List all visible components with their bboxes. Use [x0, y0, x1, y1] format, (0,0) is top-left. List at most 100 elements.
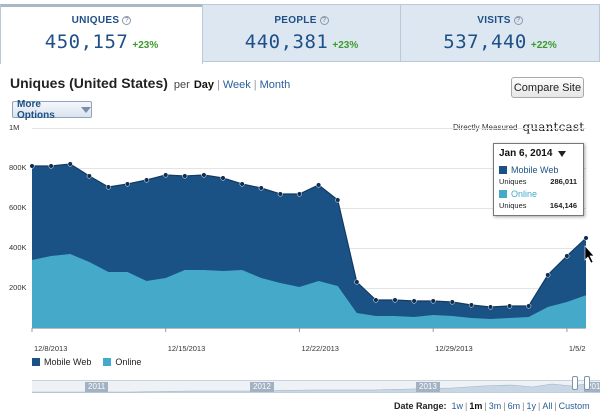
data-point [29, 163, 35, 169]
tab-uniques-value: 450,157 +23% [1, 31, 202, 53]
data-point [430, 298, 436, 304]
people-change: +23% [332, 40, 359, 51]
data-point [144, 177, 150, 183]
data-point [277, 191, 283, 197]
data-point [220, 175, 226, 181]
data-point [182, 173, 188, 179]
date-range-1y[interactable]: 1y [526, 401, 536, 411]
tooltip-online-value: 164,146 [549, 201, 577, 210]
help-icon[interactable]: ? [513, 16, 523, 25]
date-range-1m[interactable]: 1m [469, 401, 483, 411]
more-options-label: More Options [17, 98, 55, 121]
tooltip-online-value-row: Uniques 164,146 [499, 201, 581, 210]
tab-people-label: PEOPLE? [274, 15, 329, 26]
tooltip-series-mobile: Mobile Web [499, 165, 558, 175]
separator: | [217, 79, 220, 91]
x-tick-label: 12/8/2013 [34, 344, 68, 353]
tab-people[interactable]: PEOPLE? 440,381 +23% [202, 4, 401, 62]
granularity-week[interactable]: Week [222, 79, 251, 91]
online-swatch [103, 358, 112, 366]
data-point [48, 163, 54, 169]
date-range-selector: Date Range: 1w | 1m | 3m | 6m | 1y | All | Cus… [394, 401, 590, 411]
more-options-dropdown[interactable]: More Options [12, 98, 92, 121]
granularity-month[interactable]: Month [259, 79, 291, 91]
range-handle-right[interactable] [584, 376, 590, 390]
data-point [239, 181, 245, 187]
data-point [373, 297, 379, 303]
date-range-1w[interactable]: 1w [451, 401, 464, 411]
x-tick-label: 12/29/2013 [435, 344, 473, 353]
y-tick-label: 400K [9, 243, 27, 252]
legend-item-mobile-web[interactable]: Mobile Web [32, 357, 91, 367]
uniques-change: +23% [132, 40, 159, 51]
data-point [468, 302, 474, 308]
quantcast-logo: quantcast [522, 120, 585, 134]
data-point [105, 184, 111, 190]
legend-item-online[interactable]: Online [103, 357, 141, 367]
chart-header: Uniques (United States) per Day | Week | Mon… [10, 75, 290, 91]
y-tick-label: 600K [9, 203, 27, 212]
per-label: per [173, 79, 190, 91]
uniques-value: 450,157 [44, 31, 129, 53]
tooltip-metric: Uniques [499, 177, 527, 186]
people-value: 440,381 [244, 31, 329, 53]
legend-label: Online [115, 357, 142, 367]
tab-visits-text: VISITS [477, 15, 511, 26]
help-icon[interactable]: ? [122, 16, 132, 25]
data-point [564, 253, 570, 259]
data-point [258, 185, 264, 191]
separator: | [522, 401, 525, 411]
y-tick-label: 200K [9, 283, 27, 292]
date-range-3m[interactable]: 3m [488, 401, 502, 411]
tooltip-mobile-value-row: Uniques 286,011 [499, 177, 581, 186]
compare-site-button[interactable]: Compare Site [511, 77, 584, 98]
data-point [354, 279, 360, 285]
tab-visits-value: 537,440 +22% [401, 31, 599, 53]
tooltip-date-selector[interactable]: Jan 6, 2014 [499, 148, 567, 159]
range-handle-left[interactable] [572, 376, 578, 390]
mobile-web-swatch [32, 358, 40, 366]
date-range-custom[interactable]: Custom [558, 401, 590, 411]
data-point [449, 299, 455, 305]
data-point [507, 303, 513, 309]
series-line-total [32, 163, 587, 308]
granularity-day[interactable]: Day [193, 79, 214, 91]
data-point [335, 197, 341, 203]
overview-navigator[interactable]: 2011 2012 2013 201 [32, 376, 600, 393]
data-point [526, 303, 532, 309]
data-point [201, 172, 207, 178]
series-area-online [32, 254, 586, 328]
caret-down-icon [558, 150, 567, 157]
overview-year: 2011 [85, 382, 109, 392]
data-point [392, 297, 398, 303]
help-icon[interactable]: ? [319, 16, 329, 25]
data-point [86, 173, 92, 179]
cursor-icon [584, 245, 595, 264]
date-range-all[interactable]: All [542, 401, 553, 411]
uniques-area-chart[interactable] [0, 128, 600, 358]
date-range-6m[interactable]: 6m [507, 401, 521, 411]
data-point [583, 235, 589, 241]
separator: | [484, 401, 487, 411]
data-point [316, 182, 322, 188]
data-point [67, 161, 73, 167]
chart-title: Uniques (United States) [10, 75, 168, 91]
tooltip-date: Jan 6, 2014 [499, 148, 553, 159]
tooltip-online-label: Online [511, 189, 538, 199]
data-point [411, 298, 417, 304]
overview-year: 201 [584, 382, 600, 392]
tab-people-value: 440,381 +23% [203, 31, 400, 53]
data-point [545, 272, 551, 278]
data-point [124, 181, 131, 187]
mobile-web-swatch [499, 166, 507, 174]
data-point [296, 191, 302, 197]
data-point [487, 304, 494, 310]
directly-measured: Directly Measured quantcast [453, 120, 584, 134]
y-tick-label: 1M [9, 123, 20, 132]
tooltip-series-online: Online [499, 189, 537, 199]
overview-year: 2012 [250, 382, 274, 392]
tab-uniques[interactable]: UNIQUES? 450,157 +23% [0, 4, 203, 64]
tooltip-mobile-label: Mobile Web [511, 165, 559, 175]
tab-visits[interactable]: VISITS? 537,440 +22% [400, 4, 600, 62]
tab-visits-label: VISITS? [477, 15, 523, 26]
